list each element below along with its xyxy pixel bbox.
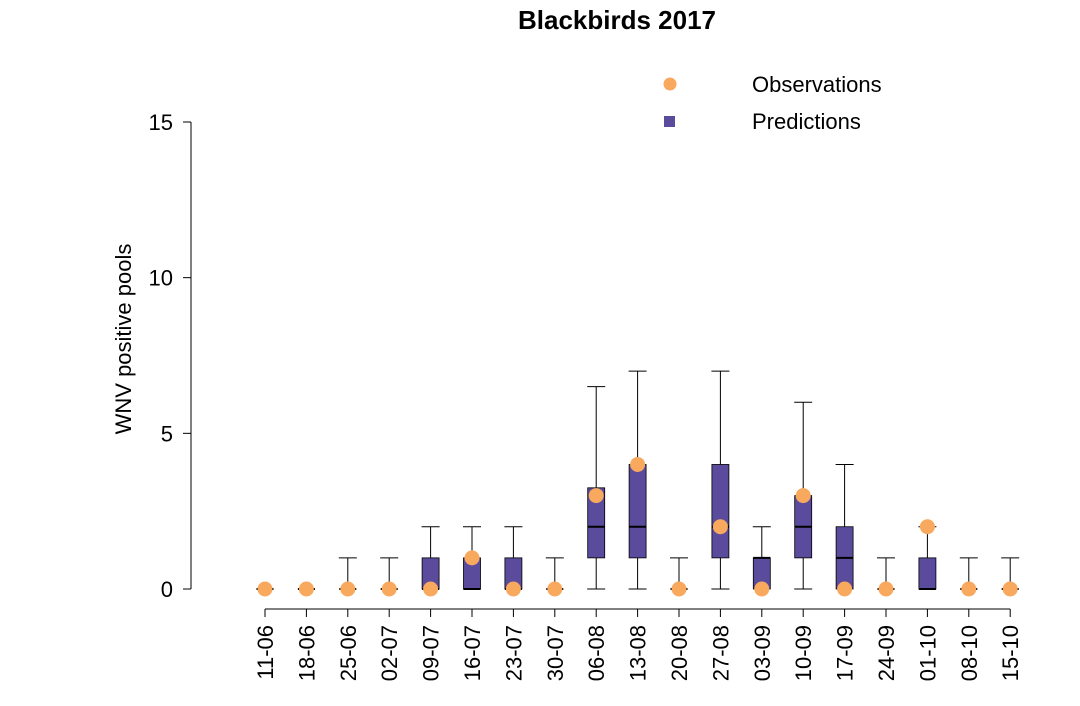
observation-point [340,581,356,597]
observation-point [588,488,604,504]
x-tick-label: 23-07 [501,625,526,681]
prediction-box [752,526,771,590]
legend-observations-marker [663,77,677,91]
observation-points [257,456,1018,597]
x-ticks: 11-06 18-06 25-06 02-07 09-07 16-07 23-07 30-07… [253,609,1023,681]
prediction-iqr-box [711,464,730,559]
x-tick-label: 02-07 [377,625,402,681]
x-tick-label: 24-09 [874,625,899,681]
observation-point [505,581,521,597]
prediction-box [421,526,440,590]
prediction-box [504,526,523,590]
x-tick-label: 08-10 [957,625,982,681]
x-tick-label: 17-09 [833,625,858,681]
y-tick-label: 0 [161,577,173,602]
x-tick-label: 13-08 [626,625,651,681]
observation-point [298,581,314,597]
legend-predictions-marker [664,116,675,127]
observation-point [381,581,397,597]
observation-point [919,519,935,535]
x-tick-label: 18-06 [294,625,319,681]
x-tick-label: 20-08 [667,625,692,681]
observation-point [878,581,894,597]
prediction-box [628,370,647,590]
y-axis: 0 5 10 15 [149,110,192,602]
observation-point [671,581,687,597]
prediction-box [711,370,730,590]
observation-point [837,581,853,597]
x-tick-label: 06-08 [584,625,609,681]
observation-point [795,488,811,504]
x-tick-label: 01-10 [915,625,940,681]
prediction-iqr-box [918,557,937,590]
legend-observations-label: Observations [752,72,882,97]
prediction-box [918,526,937,590]
x-tick-label: 10-09 [791,625,816,681]
y-axis-label: WNV positive pools [111,244,136,435]
prediction-iqr-box [587,487,606,559]
x-tick-label: 30-07 [543,625,568,681]
x-tick-label: 09-07 [419,625,444,681]
x-tick-label: 15-10 [998,625,1023,681]
observation-point [423,581,439,597]
legend: Observations Predictions [663,72,882,134]
x-tick-label: 03-09 [750,625,775,681]
observation-point [257,581,273,597]
observation-point [1002,581,1018,597]
y-tick-label: 5 [161,421,173,446]
prediction-box [835,463,854,590]
prediction-box [587,386,606,590]
x-tick-label: 25-06 [336,625,361,681]
observation-point [961,581,977,597]
observation-point [754,581,770,597]
observation-point [712,519,728,535]
y-tick-label: 15 [149,110,173,135]
x-tick-label: 27-08 [708,625,733,681]
prediction-boxes [256,370,1020,590]
y-ticks: 0 5 10 15 [149,110,191,602]
chart-title: Blackbirds 2017 [518,5,716,35]
observation-point [630,456,646,472]
x-tick-label: 16-07 [460,625,485,681]
y-tick-label: 10 [149,266,173,291]
legend-predictions-label: Predictions [752,109,861,134]
x-tick-label: 11-06 [253,625,278,680]
observation-point [464,550,480,566]
x-axis: 11-06 18-06 25-06 02-07 09-07 16-07 23-07 30-07… [253,608,1023,681]
observation-point [547,581,563,597]
prediction-iqr-box [628,464,647,559]
